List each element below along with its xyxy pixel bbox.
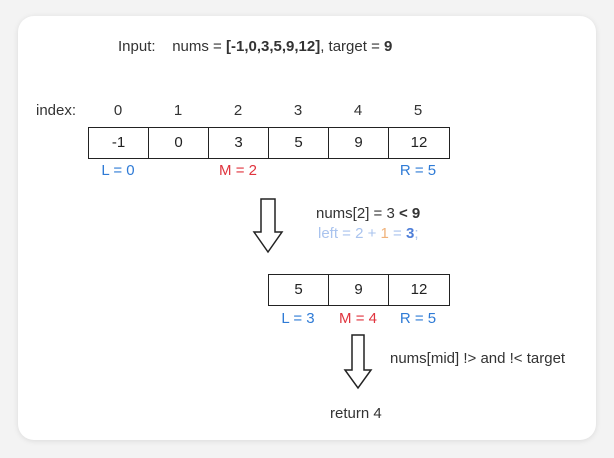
index-value: 0 [113, 102, 123, 119]
array-step1: -1 0 3 5 9 12 [88, 127, 450, 159]
update-part4: 3 [406, 225, 415, 242]
array-cell: 5 [269, 275, 329, 305]
update-part2: 1 [380, 225, 389, 242]
target-label: , target = [320, 38, 384, 55]
diagram-card [18, 16, 596, 440]
update-part5: ; [414, 225, 419, 242]
nums-label: nums = [172, 38, 226, 55]
array-cell: -1 [89, 128, 149, 158]
array-cell: 9 [329, 275, 389, 305]
down-arrow-icon [343, 334, 373, 390]
update-part3: = [388, 225, 406, 242]
index-value: 1 [173, 102, 183, 119]
index-value: 2 [233, 102, 243, 119]
step2-mid-label: M = 4 [339, 310, 377, 327]
index-label: index: [36, 102, 77, 119]
array-cell: 5 [269, 128, 329, 158]
array-step2: 5 9 12 [268, 274, 450, 306]
array-cell: 0 [149, 128, 209, 158]
index-value: 5 [413, 102, 423, 119]
input-prefix: Input: [118, 38, 156, 55]
step1-compare: nums[2] = 3 < 9 [316, 205, 420, 222]
index-value: 4 [353, 102, 363, 119]
step1-update: left = 2 + 1 = 3; [318, 225, 419, 242]
input-line: Input: nums = [-1,0,3,5,9,12], target = … [118, 38, 392, 55]
array-cell: 12 [410, 134, 428, 151]
step1-right-label: R = 5 [399, 162, 437, 179]
step1-mid-label: M = 2 [219, 162, 257, 179]
step1-left-label: L = 0 [101, 162, 135, 179]
update-part1: left = 2 + [318, 225, 381, 242]
step2-note: nums[mid] !> and !< target [390, 350, 566, 367]
nums-value: [-1,0,3,5,9,12] [225, 38, 321, 55]
result-text: return 4 [330, 405, 382, 422]
down-arrow-icon [252, 198, 284, 254]
step2-left-label: L = 3 [281, 310, 315, 327]
array-cell: 3 [209, 128, 269, 158]
index-value: 3 [293, 102, 303, 119]
step2-right-label: R = 5 [399, 310, 437, 327]
array-cell: 12 [410, 281, 428, 298]
array-cell: 9 [329, 128, 389, 158]
compare-op: < 9 [398, 205, 421, 222]
target-value: 9 [384, 38, 393, 55]
compare-prefix: nums[2] = 3 [316, 205, 399, 222]
